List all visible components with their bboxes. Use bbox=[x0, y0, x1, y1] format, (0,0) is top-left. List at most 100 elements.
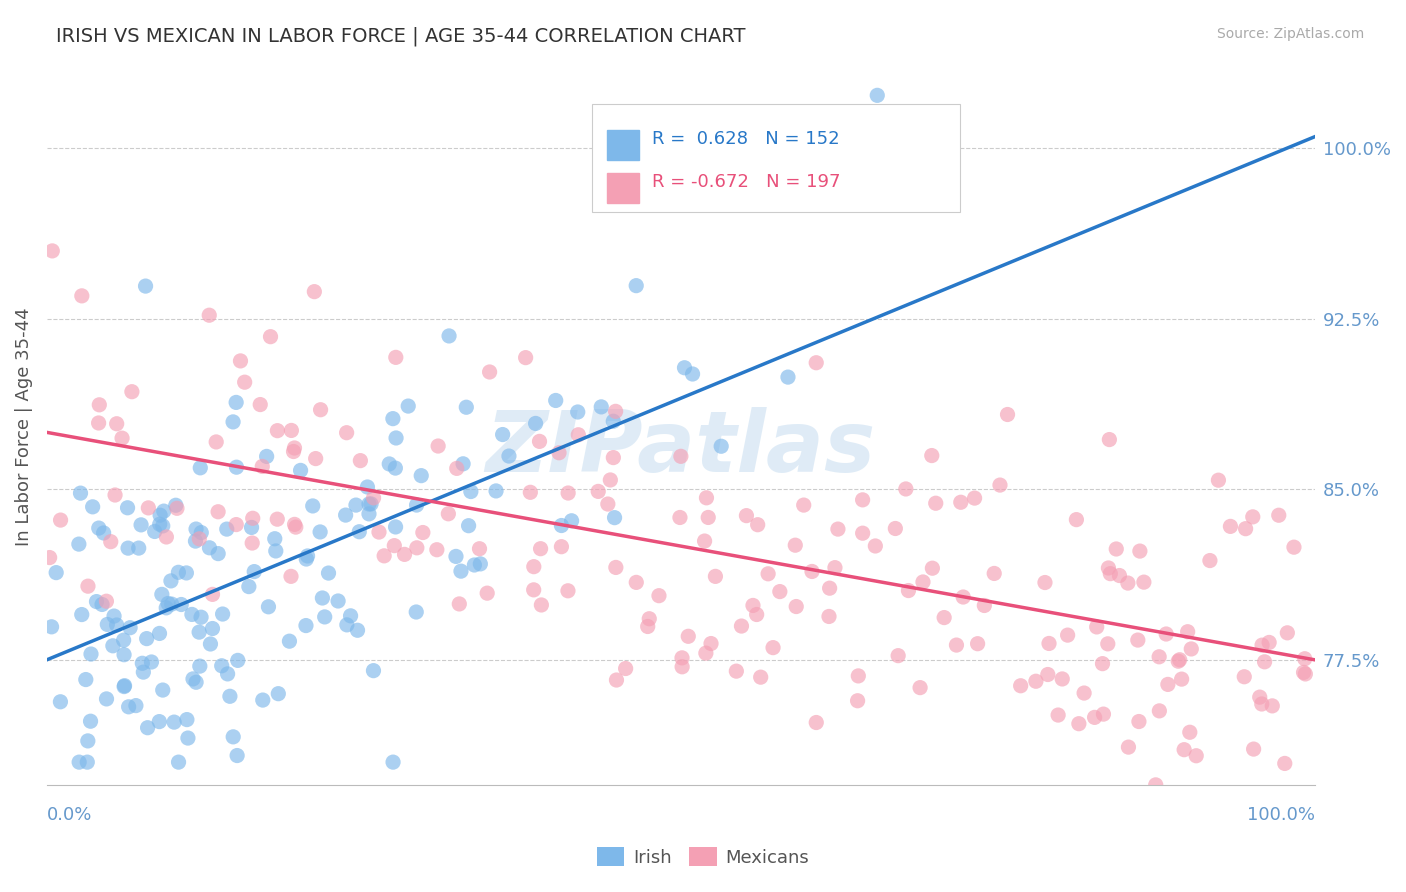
Point bbox=[155, 600, 177, 615]
Point bbox=[561, 514, 583, 528]
Point bbox=[1233, 670, 1256, 684]
Point bbox=[67, 537, 90, 551]
Point bbox=[76, 755, 98, 769]
Point bbox=[515, 351, 537, 365]
Point bbox=[38, 550, 60, 565]
Point bbox=[669, 450, 692, 464]
Point bbox=[163, 715, 186, 730]
Point bbox=[1118, 740, 1140, 755]
Point bbox=[166, 501, 188, 516]
Point bbox=[373, 549, 395, 563]
Point bbox=[1292, 665, 1315, 680]
Point bbox=[70, 607, 93, 622]
Point bbox=[117, 541, 139, 555]
Point bbox=[557, 486, 579, 500]
Point bbox=[747, 517, 769, 532]
Point bbox=[742, 599, 765, 613]
Point bbox=[846, 694, 869, 708]
Point bbox=[283, 444, 305, 458]
Point bbox=[1126, 633, 1149, 648]
Point bbox=[1010, 679, 1032, 693]
Point bbox=[69, 486, 91, 500]
Point bbox=[201, 587, 224, 601]
Point bbox=[240, 536, 263, 550]
Point bbox=[41, 620, 63, 634]
Point bbox=[756, 566, 779, 581]
Point bbox=[318, 566, 340, 580]
Point bbox=[160, 597, 183, 611]
Point bbox=[264, 544, 287, 558]
Point bbox=[138, 500, 160, 515]
Point bbox=[222, 730, 245, 744]
Point bbox=[695, 491, 717, 505]
Point bbox=[925, 496, 948, 510]
Point bbox=[1219, 519, 1241, 533]
Point bbox=[1033, 575, 1056, 590]
Point bbox=[87, 521, 110, 535]
Point bbox=[602, 450, 624, 465]
Point bbox=[80, 647, 103, 661]
Point bbox=[226, 653, 249, 667]
Point bbox=[827, 522, 849, 536]
Point bbox=[1067, 716, 1090, 731]
Point bbox=[405, 605, 427, 619]
Point bbox=[405, 498, 427, 512]
Point bbox=[1147, 649, 1170, 664]
Point bbox=[519, 485, 541, 500]
Point bbox=[233, 375, 256, 389]
Point bbox=[1144, 778, 1167, 792]
Point bbox=[1250, 697, 1272, 711]
Point bbox=[1168, 653, 1191, 667]
Point bbox=[450, 564, 472, 578]
Point bbox=[396, 399, 419, 413]
Point bbox=[309, 402, 332, 417]
Point bbox=[1253, 655, 1275, 669]
Point bbox=[548, 446, 571, 460]
Point bbox=[648, 589, 671, 603]
Point bbox=[378, 457, 401, 471]
Point bbox=[908, 681, 931, 695]
Point bbox=[278, 634, 301, 648]
Point bbox=[1282, 540, 1305, 554]
Point bbox=[211, 658, 233, 673]
Point bbox=[284, 517, 307, 532]
Point bbox=[456, 401, 478, 415]
Point bbox=[344, 498, 367, 512]
Point bbox=[384, 461, 406, 475]
Point bbox=[818, 581, 841, 595]
Point bbox=[550, 518, 572, 533]
Point bbox=[693, 534, 716, 549]
Text: 0.0%: 0.0% bbox=[46, 806, 93, 824]
Point bbox=[49, 513, 72, 527]
Point bbox=[314, 610, 336, 624]
Point bbox=[252, 693, 274, 707]
Point bbox=[121, 384, 143, 399]
Point bbox=[1073, 686, 1095, 700]
Point bbox=[45, 566, 67, 580]
Point bbox=[129, 517, 152, 532]
Point bbox=[96, 617, 118, 632]
Point bbox=[1173, 742, 1195, 756]
Point bbox=[599, 473, 621, 487]
Point bbox=[385, 431, 408, 445]
Point bbox=[112, 633, 135, 648]
Point bbox=[225, 460, 247, 475]
Point bbox=[921, 561, 943, 575]
Point bbox=[357, 507, 380, 521]
Point bbox=[1091, 657, 1114, 671]
Point bbox=[104, 488, 127, 502]
Point bbox=[238, 580, 260, 594]
Point bbox=[385, 351, 408, 365]
Point bbox=[1066, 513, 1088, 527]
Point bbox=[887, 648, 910, 663]
Point bbox=[793, 498, 815, 512]
Point bbox=[470, 557, 492, 571]
Point bbox=[225, 517, 247, 532]
Point bbox=[852, 492, 875, 507]
Point bbox=[49, 695, 72, 709]
Point bbox=[304, 285, 326, 299]
Point bbox=[1025, 674, 1047, 689]
Point bbox=[921, 449, 943, 463]
Point bbox=[478, 365, 501, 379]
Point bbox=[349, 524, 371, 539]
